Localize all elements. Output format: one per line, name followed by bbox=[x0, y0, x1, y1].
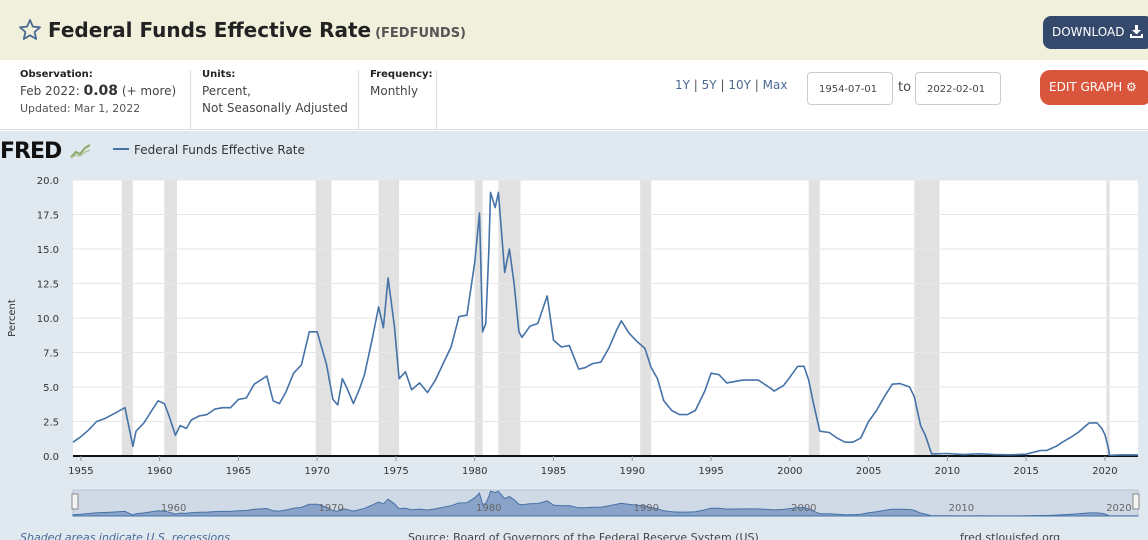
navigator-label: 1970 bbox=[318, 503, 343, 514]
series-line-fedfunds bbox=[72, 191, 1138, 457]
range-1y-button[interactable]: 1Y bbox=[675, 78, 690, 92]
x-tick-label: 2015 bbox=[1013, 466, 1038, 477]
trend-line-icon bbox=[70, 144, 91, 159]
navigator-label: 2010 bbox=[949, 503, 974, 514]
y-tick-label: 0.0 bbox=[43, 452, 59, 463]
gear-icon: ⚙ bbox=[1125, 80, 1137, 94]
y-tick-label: 5.0 bbox=[43, 383, 59, 394]
download-label: DOWNLOAD bbox=[1052, 25, 1125, 39]
legend-swatch bbox=[113, 148, 129, 150]
page-title: Federal Funds Effective Rate (FEDFUNDS) bbox=[48, 18, 466, 42]
x-tick-label: 1955 bbox=[68, 466, 93, 477]
series-code: (FEDFUNDS) bbox=[375, 26, 466, 41]
units-block: Units: Percent, Not Seasonally Adjusted bbox=[202, 69, 357, 127]
x-tick-label: 2005 bbox=[856, 466, 881, 477]
navigator-label: 1960 bbox=[161, 503, 186, 514]
y-tick-label: 7.5 bbox=[43, 349, 59, 360]
site-text: fred.stlouisfed.org bbox=[960, 531, 1061, 540]
units-label: Units: bbox=[202, 69, 236, 80]
chart-legend: Federal Funds Effective Rate bbox=[113, 143, 305, 157]
y-tick-label: 17.5 bbox=[37, 211, 59, 222]
series-info-bar: Observation: Feb 2022: 0.08 (+ more) Upd… bbox=[0, 60, 1148, 130]
x-tick-label: 1975 bbox=[383, 466, 408, 477]
frequency-label: Frequency: bbox=[370, 69, 433, 80]
x-tick-label: 1995 bbox=[698, 466, 723, 477]
frequency-block: Frequency: Monthly bbox=[370, 69, 435, 127]
range-5y-button[interactable]: 5Y bbox=[701, 78, 717, 92]
observation-period: Feb 2022: bbox=[20, 84, 80, 98]
observation-value: 0.08 bbox=[83, 83, 119, 99]
range-max-button[interactable]: Max bbox=[762, 78, 788, 92]
x-tick-label: 1980 bbox=[462, 466, 487, 477]
navigator-handle[interactable] bbox=[1132, 493, 1140, 510]
fred-logo-text: FRED bbox=[0, 139, 62, 164]
x-tick-label: 1970 bbox=[304, 466, 329, 477]
fred-logo[interactable]: FRED bbox=[0, 139, 92, 164]
download-button[interactable]: DOWNLOAD bbox=[1043, 16, 1148, 49]
y-tick-label: 12.5 bbox=[37, 280, 59, 291]
x-tick-label: 2010 bbox=[935, 466, 960, 477]
observation-more-link[interactable]: (+ more) bbox=[121, 84, 177, 98]
download-icon bbox=[1130, 25, 1144, 38]
units-line-1: Percent, bbox=[202, 84, 251, 98]
observation-row: Feb 2022: 0.08 (+ more) bbox=[20, 83, 190, 100]
y-tick-label: 20.0 bbox=[37, 176, 59, 187]
updated-date: Updated: Mar 1, 2022 bbox=[20, 102, 141, 115]
divider bbox=[358, 70, 359, 130]
x-tick-label: 1985 bbox=[541, 466, 566, 477]
navigator-label: 1990 bbox=[634, 503, 659, 514]
series-header: Federal Funds Effective Rate (FEDFUNDS) D… bbox=[0, 0, 1148, 60]
legend-label: Federal Funds Effective Rate bbox=[134, 143, 305, 157]
source-text: Source: Board of Governors of the Federa… bbox=[408, 531, 759, 540]
x-tick-label: 1960 bbox=[147, 466, 172, 477]
recession-note-link[interactable]: Shaded areas indicate U.S. recessions bbox=[20, 531, 230, 540]
star-icon[interactable] bbox=[18, 18, 42, 42]
series-title: Federal Funds Effective Rate bbox=[48, 18, 372, 42]
range-selector: 1Y | 5Y | 10Y | Max bbox=[675, 78, 787, 92]
edit-graph-label: EDIT GRAPH bbox=[1049, 80, 1123, 94]
range-separator: | bbox=[720, 78, 725, 92]
y-tick-label: 2.5 bbox=[43, 418, 59, 429]
divider bbox=[190, 70, 191, 130]
range-separator: | bbox=[754, 78, 759, 92]
range-10y-button[interactable]: 10Y bbox=[728, 78, 751, 92]
x-tick-label: 1965 bbox=[226, 466, 251, 477]
x-tick-label: 2020 bbox=[1092, 466, 1117, 477]
divider bbox=[436, 70, 437, 130]
range-separator: | bbox=[693, 78, 698, 92]
frequency-value: Monthly bbox=[370, 84, 419, 98]
navigator-label: 2020 bbox=[1106, 503, 1131, 514]
navigator-series-area bbox=[72, 490, 1139, 517]
to-label: to bbox=[898, 80, 912, 95]
x-tick-label: 2000 bbox=[777, 466, 802, 477]
end-date-input[interactable]: 2022-02-01 bbox=[915, 72, 1001, 105]
x-tick-label: 1990 bbox=[620, 466, 645, 477]
start-date-input[interactable]: 1954-07-01 bbox=[807, 72, 893, 105]
navigator-label: 1980 bbox=[476, 503, 501, 514]
navigator-label: 2000 bbox=[791, 503, 816, 514]
y-axis-label: Percent bbox=[7, 299, 18, 337]
observation-block: Observation: Feb 2022: 0.08 (+ more) Upd… bbox=[20, 69, 190, 127]
y-tick-label: 15.0 bbox=[37, 245, 59, 256]
edit-graph-button[interactable]: EDIT GRAPH ⚙ bbox=[1040, 70, 1148, 105]
units-line-2: Not Seasonally Adjusted bbox=[202, 101, 348, 115]
navigator-handle[interactable] bbox=[71, 493, 79, 510]
y-tick-label: 10.0 bbox=[37, 314, 59, 325]
line-chart[interactable]: 0.0 2.5 5.0 7.5 10.0 12.5 15.0 17.5 20.0 1955 1960… bbox=[0, 160, 1148, 531]
observation-label: Observation: bbox=[20, 69, 93, 80]
